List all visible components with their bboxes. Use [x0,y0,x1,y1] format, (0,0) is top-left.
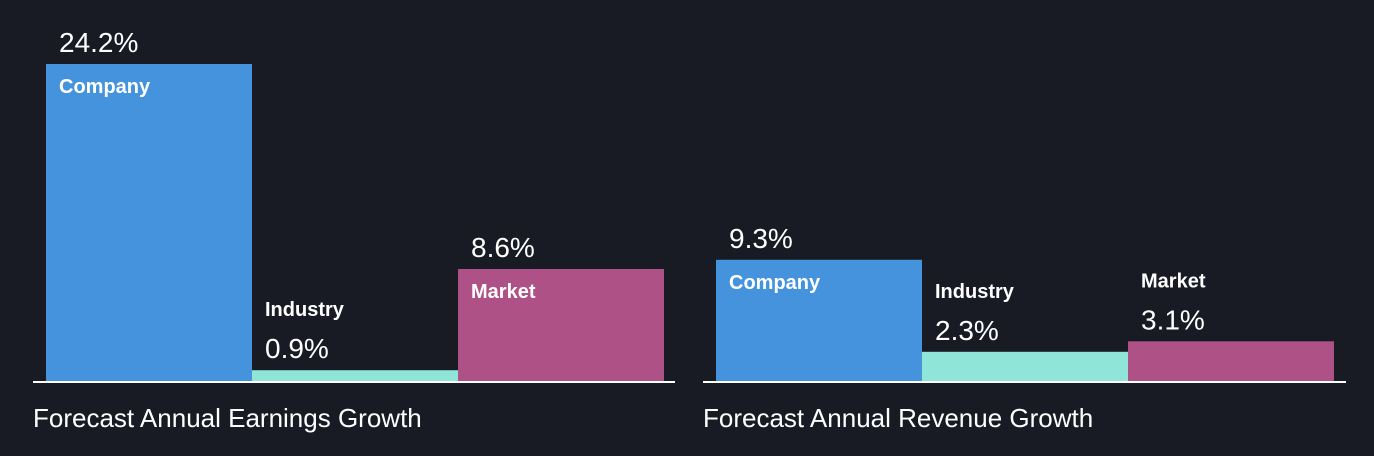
bar-industry [252,370,458,382]
category-label-market: Market [471,281,536,303]
value-label-market: 8.6% [471,232,535,263]
value-label-company: 24.2% [59,27,138,58]
chart-title: Forecast Annual Revenue Growth [703,403,1093,433]
value-label-company: 9.3% [729,223,793,254]
category-label-company: Company [729,272,821,294]
bar-company [46,64,252,382]
category-label-company: Company [59,76,151,98]
chart-title: Forecast Annual Earnings Growth [33,403,422,433]
category-label-market: Market [1141,270,1206,292]
bar-industry [922,351,1128,382]
category-label-industry: Industry [265,299,345,321]
value-label-industry: 2.3% [935,315,999,346]
bar-company [716,259,922,382]
category-label-industry: Industry [935,281,1015,303]
value-label-market: 3.1% [1141,304,1205,335]
value-label-industry: 0.9% [265,333,329,364]
bar-market [458,269,664,382]
bar-market [1128,341,1334,382]
